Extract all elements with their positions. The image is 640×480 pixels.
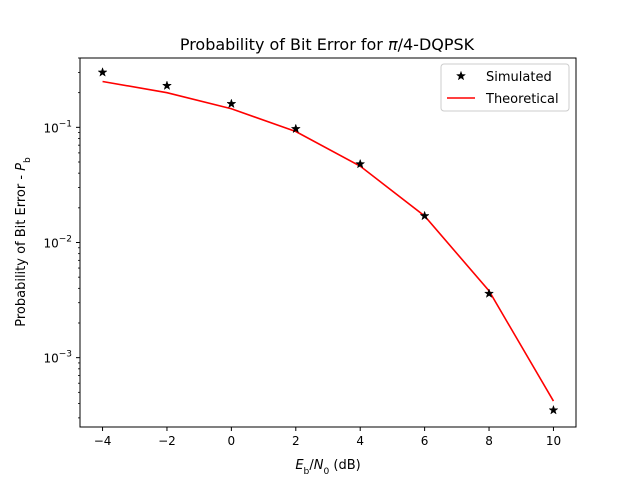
x-tick-label: 4 xyxy=(356,434,364,448)
plot-area xyxy=(97,67,559,415)
data-point-simulated xyxy=(419,210,430,221)
x-tick-label: 6 xyxy=(421,434,429,448)
x-tick-label: −2 xyxy=(158,434,176,448)
series-line-theoretical xyxy=(102,80,555,402)
data-point-simulated xyxy=(226,98,237,109)
chart-title: Probability of Bit Error for π/4-DQPSK xyxy=(180,35,475,54)
x-tick-label: 0 xyxy=(228,434,236,448)
x-tick-label: −4 xyxy=(94,434,112,448)
legend-box xyxy=(440,63,570,112)
data-point-simulated xyxy=(355,158,366,169)
y-tick-label: 10−3 xyxy=(43,350,72,366)
x-tick-label: 10 xyxy=(546,434,561,448)
y-axis-label: Probability of Bit Error - Pb xyxy=(14,157,33,327)
x-tick-label: 8 xyxy=(485,434,493,448)
data-point-simulated xyxy=(548,404,559,415)
x-axis-ticks: −4 −2 0 2 4 6 8 10 xyxy=(94,427,561,448)
y-tick-label: 10−2 xyxy=(43,235,72,251)
legend: Simulated Theoretical xyxy=(440,63,570,112)
legend-label: Theoretical xyxy=(485,92,559,107)
data-point-simulated xyxy=(483,288,495,298)
legend-marker-simulated xyxy=(455,70,467,81)
data-point-simulated xyxy=(290,123,301,134)
x-tick-label: 2 xyxy=(292,434,300,448)
data-point-simulated xyxy=(97,67,108,77)
x-axis-label: Eb/N0 (dB) xyxy=(295,458,360,477)
data-point-simulated xyxy=(161,80,173,91)
y-tick-label: 10−1 xyxy=(43,119,72,135)
legend-label: Simulated xyxy=(486,70,552,85)
y-axis-ticks: 10−3 10−2 10−1 xyxy=(43,57,80,419)
